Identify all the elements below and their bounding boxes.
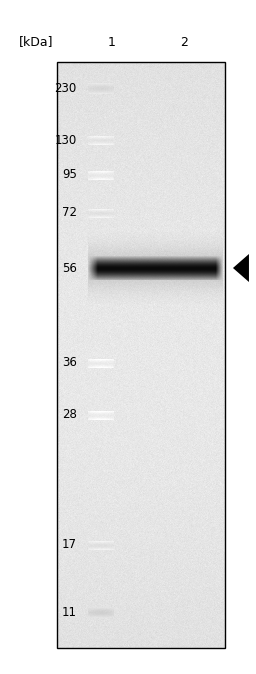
Text: 72: 72 [62, 206, 77, 220]
Text: 95: 95 [62, 168, 77, 181]
Text: 36: 36 [62, 357, 77, 369]
Text: 56: 56 [62, 262, 77, 274]
Text: 28: 28 [62, 408, 77, 421]
Text: 230: 230 [55, 82, 77, 94]
Bar [57, 62, 225, 648]
Text: 130: 130 [55, 133, 77, 146]
Text: [kDa]: [kDa] [19, 36, 53, 49]
Text: 2: 2 [180, 36, 188, 49]
Text: 1: 1 [108, 36, 115, 49]
Polygon shape [233, 254, 249, 282]
Text: 11: 11 [62, 605, 77, 619]
Text: 17: 17 [62, 539, 77, 551]
